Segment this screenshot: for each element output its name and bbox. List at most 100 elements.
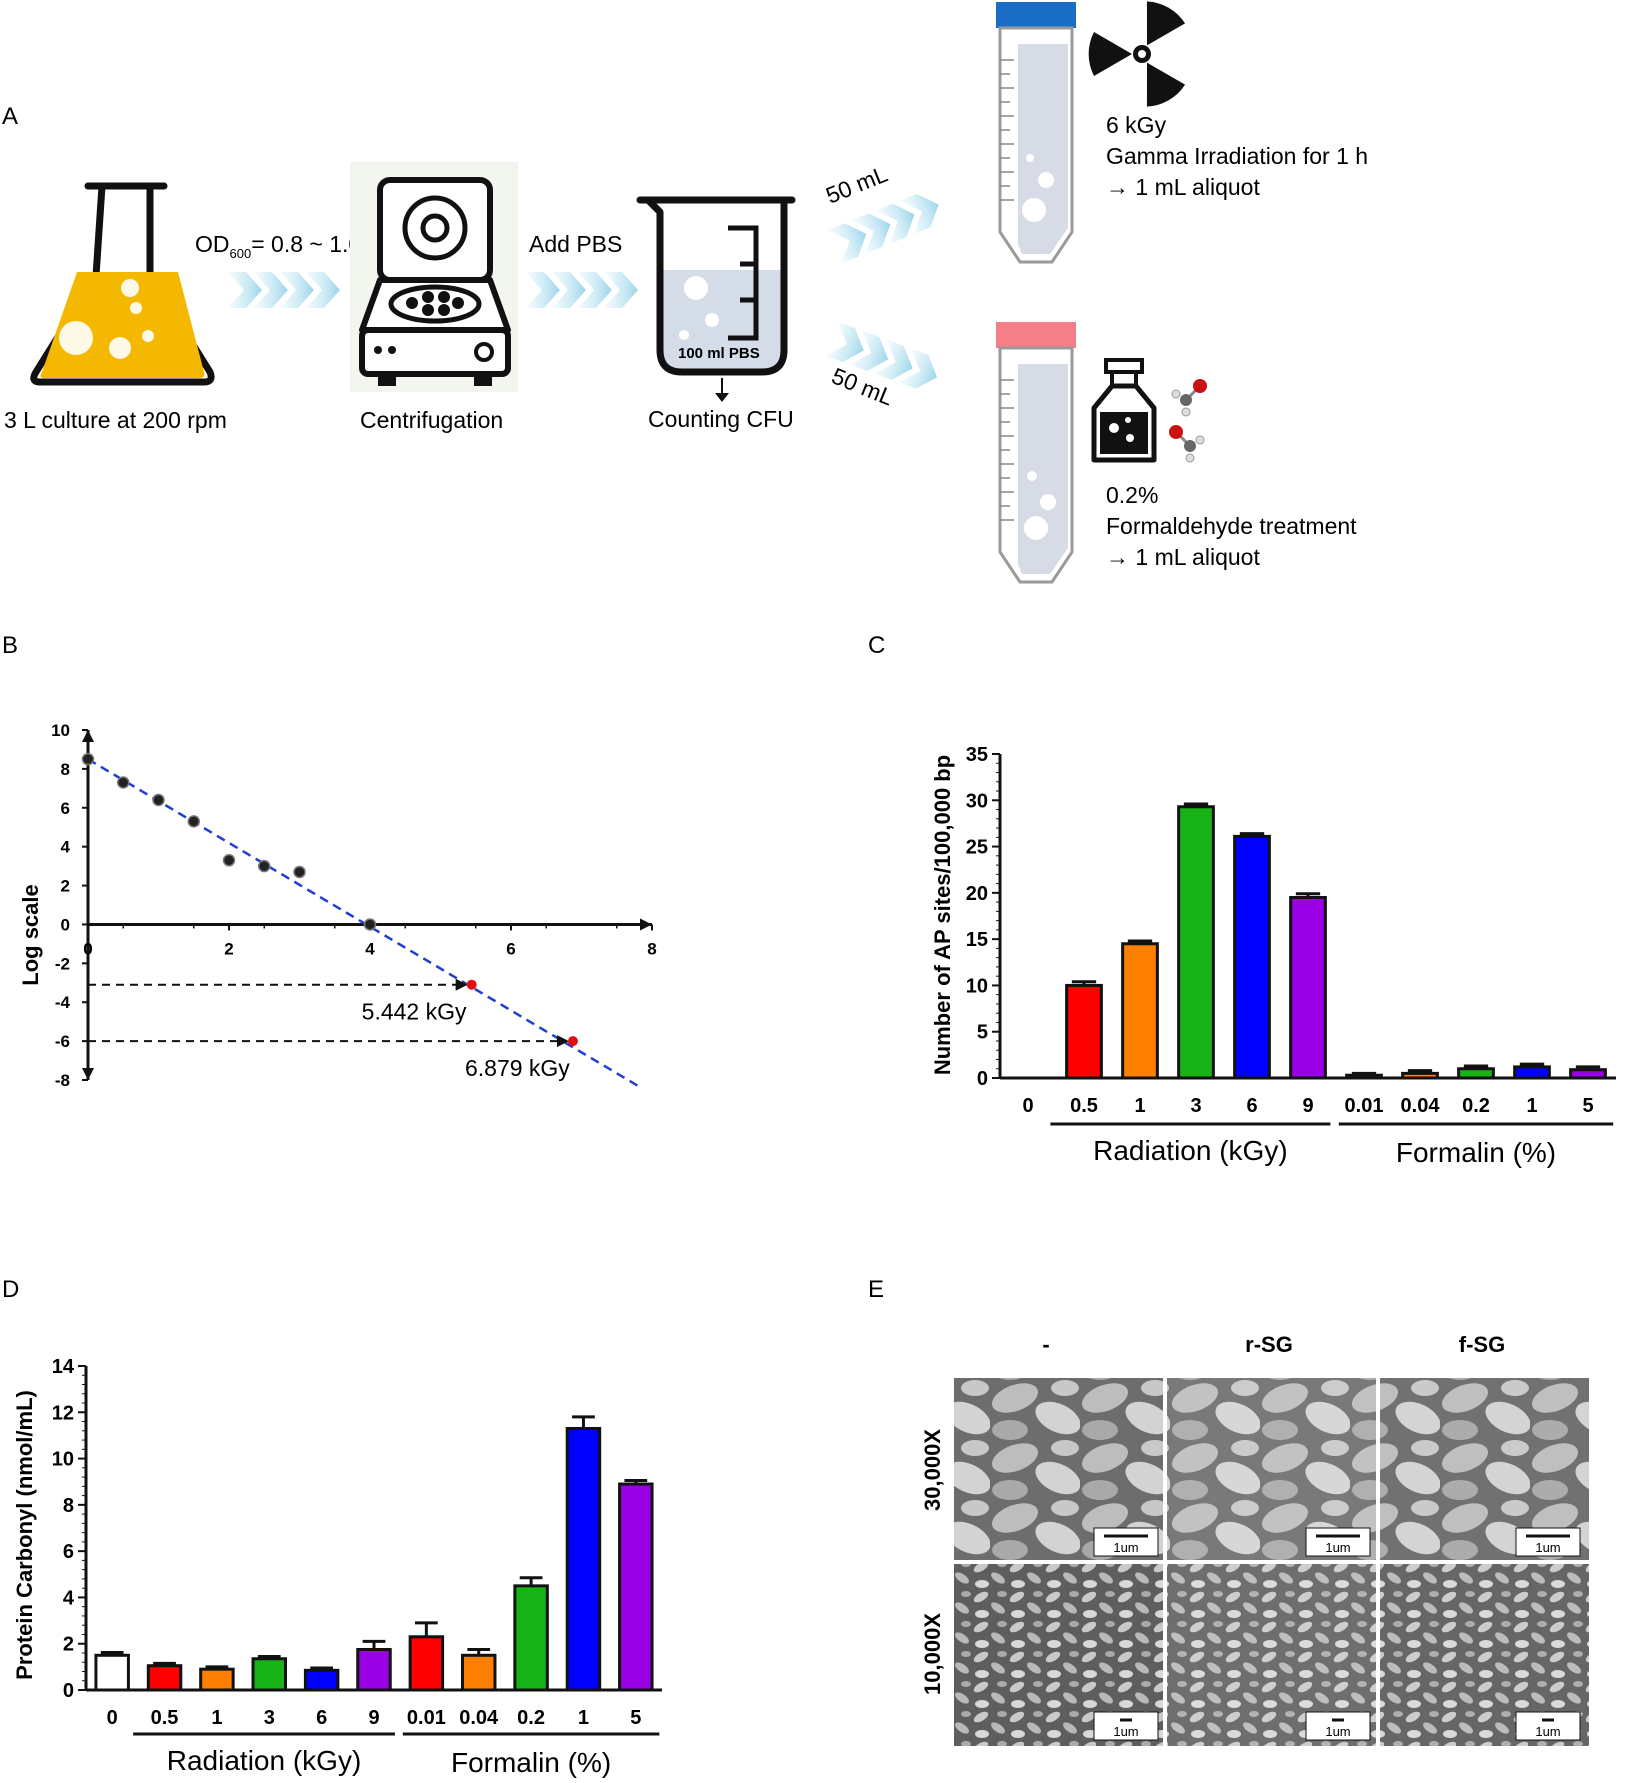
b-marker-arrowhead — [455, 978, 468, 991]
d-x-tick-label: 0 — [107, 1707, 118, 1729]
b-plot-area: 5.442 kGy 6.879 kGy — [81, 752, 639, 1087]
formalin-aliquot-label: → 1 mL aliquot — [1106, 544, 1260, 570]
b-marker-arrowhead — [556, 1035, 569, 1048]
formalin-concentration-label: 0.2% — [1106, 482, 1158, 508]
d-bar — [356, 1648, 392, 1692]
d-bar — [199, 1667, 235, 1692]
beaker-icon — [636, 196, 796, 376]
d-bar — [460, 1653, 497, 1692]
c-x-tick-label: 6 — [1246, 1095, 1257, 1117]
c-y-tick-label: 25 — [966, 837, 988, 859]
c-bar — [1345, 1073, 1383, 1080]
b-data-point — [81, 752, 95, 766]
sem-scale-bars: 1um 1um 1um 1um 1um 1um — [1093, 1527, 1581, 1741]
c-y-axis-label: Number of AP sites/100,000 bp — [930, 755, 955, 1075]
culture-label: 3 L culture at 200 rpm — [4, 407, 227, 433]
panel-a-label: A — [2, 103, 18, 130]
b-data-point — [293, 865, 306, 879]
d-x-tick-label: 0.2 — [517, 1707, 545, 1729]
d-bar — [565, 1426, 602, 1692]
b-data-point — [222, 854, 236, 867]
b-y-tick-label: -6 — [55, 1032, 70, 1051]
b-data-point — [117, 776, 130, 789]
d-bar — [408, 1635, 445, 1692]
d-x-tick-label: 5 — [630, 1707, 641, 1729]
d-x-tick-label: 1 — [578, 1707, 589, 1729]
b-data-point — [152, 793, 165, 807]
c-x-tick-label: 0.5 — [1070, 1095, 1098, 1117]
centrifugation-label: Centrifugation — [360, 407, 503, 433]
c-x-tick-label: 0 — [1022, 1095, 1033, 1117]
b-y-tick-label: 6 — [61, 799, 70, 818]
sem-row-30000x: 30,000X — [920, 1429, 945, 1511]
scale-bar-label: 1um — [1325, 1540, 1350, 1555]
panel-b: B Log scale 10 8 6 4 2 0 -2 -4 -6 -8 0 2 4 6 8 5.442 k… — [2, 632, 657, 1090]
b-y-tick-label: 8 — [61, 760, 70, 779]
d-y-tick-label: 8 — [63, 1495, 74, 1517]
c-bar — [1457, 1067, 1495, 1080]
molecule-icon — [1169, 379, 1207, 463]
b-marker-label: 6.879 kGy — [465, 1055, 570, 1081]
sem-col-fsg: f-SG — [1459, 1332, 1505, 1357]
formaldehyde-treatment-label: Formaldehyde treatment — [1106, 513, 1357, 539]
b-marker-label: 5.442 kGy — [362, 999, 467, 1025]
b-y-tick-label: 0 — [61, 915, 70, 934]
d-y-tick-label: 10 — [52, 1449, 74, 1471]
beaker-label: 100 ml PBS — [678, 345, 760, 362]
b-y-tick-label: 10 — [51, 721, 70, 740]
d-bar-chart: 0 2 4 6 8 10 12 14 0 0.5 1 3 6 9 0.01 0.04 0.2 1 5 Radiatio… — [52, 1356, 662, 1778]
chevron-arrow-2 — [526, 272, 638, 308]
tube-gamma-icon — [996, 2, 1076, 264]
d-y-tick-label: 2 — [63, 1634, 74, 1656]
c-x-tick-label: 1 — [1134, 1095, 1145, 1117]
counting-cfu-label: Counting CFU — [648, 406, 794, 432]
d-group-label-radiation: Radiation (kGy) — [167, 1745, 362, 1776]
panel-c: C Number of AP sites/100,000 bp 05101520… — [868, 632, 1616, 1168]
c-bar — [1065, 983, 1103, 1080]
reagent-bottle-icon — [1091, 358, 1157, 463]
od-label: OD600= 0.8 ~ 1.0 — [195, 231, 361, 261]
c-group-label-radiation: Radiation (kGy) — [1093, 1135, 1288, 1166]
b-data-point — [363, 918, 377, 931]
panel-a: A 3 L culture at 200 rpm OD600= 0.8 ~ 1.… — [2, 1, 1368, 584]
c-x-tick-label: 0.2 — [1462, 1095, 1490, 1117]
b-y-tick-label: -8 — [55, 1071, 70, 1090]
d-bar — [303, 1668, 340, 1692]
sem-col-rsg: r-SG — [1245, 1332, 1293, 1357]
sem-row-10000x: 10,000X — [920, 1613, 945, 1695]
sem-col-control: - — [1042, 1332, 1049, 1357]
centrifuge-icon — [350, 162, 518, 392]
b-y-axis-arrow-down — [82, 1068, 94, 1080]
d-y-axis-label: Protein Carbonyl (nmol/mL) — [12, 1390, 37, 1680]
d-group-label-formalin: Formalin (%) — [451, 1747, 611, 1778]
gamma-dose-label: 6 kGy — [1106, 112, 1167, 138]
c-y-tick-label: 15 — [966, 929, 988, 951]
b-x-axis-arrow — [640, 918, 652, 931]
d-y-tick-label: 14 — [52, 1356, 75, 1378]
c-x-tick-label: 0.01 — [1345, 1095, 1384, 1117]
d-y-tick-label: 6 — [63, 1541, 74, 1563]
chevron-arrow-1 — [228, 272, 340, 308]
panel-e-label: E — [868, 1276, 884, 1303]
b-y-tick-label: -2 — [55, 954, 70, 973]
chevron-arrow-up — [828, 194, 939, 264]
c-group-label-formalin: Formalin (%) — [1396, 1137, 1556, 1168]
b-axes: 10 8 6 4 2 0 -2 -4 -6 -8 0 2 4 6 8 — [51, 721, 657, 1090]
c-bar — [1513, 1065, 1551, 1080]
scale-bar-label: 1um — [1535, 1724, 1560, 1739]
b-marker-point — [466, 979, 477, 990]
b-x-tick-label: 6 — [506, 939, 515, 958]
d-y-tick-label: 4 — [63, 1587, 75, 1609]
gamma-aliquot-label: → 1 mL aliquot — [1106, 174, 1260, 200]
d-x-tick-label: 1 — [211, 1707, 222, 1729]
flask-icon — [30, 182, 215, 386]
c-y-tick-label: 5 — [977, 1022, 988, 1044]
panel-b-label: B — [2, 632, 18, 659]
c-bar — [1177, 805, 1215, 1080]
panel-e: E - r-SG f-SG 30,000X 10,000X 1um 1um 1u… — [868, 1276, 1589, 1746]
d-y-tick-label: 0 — [63, 1680, 74, 1702]
c-bar — [1233, 834, 1271, 1080]
c-y-tick-label: 20 — [966, 883, 988, 905]
d-bar — [513, 1584, 549, 1692]
